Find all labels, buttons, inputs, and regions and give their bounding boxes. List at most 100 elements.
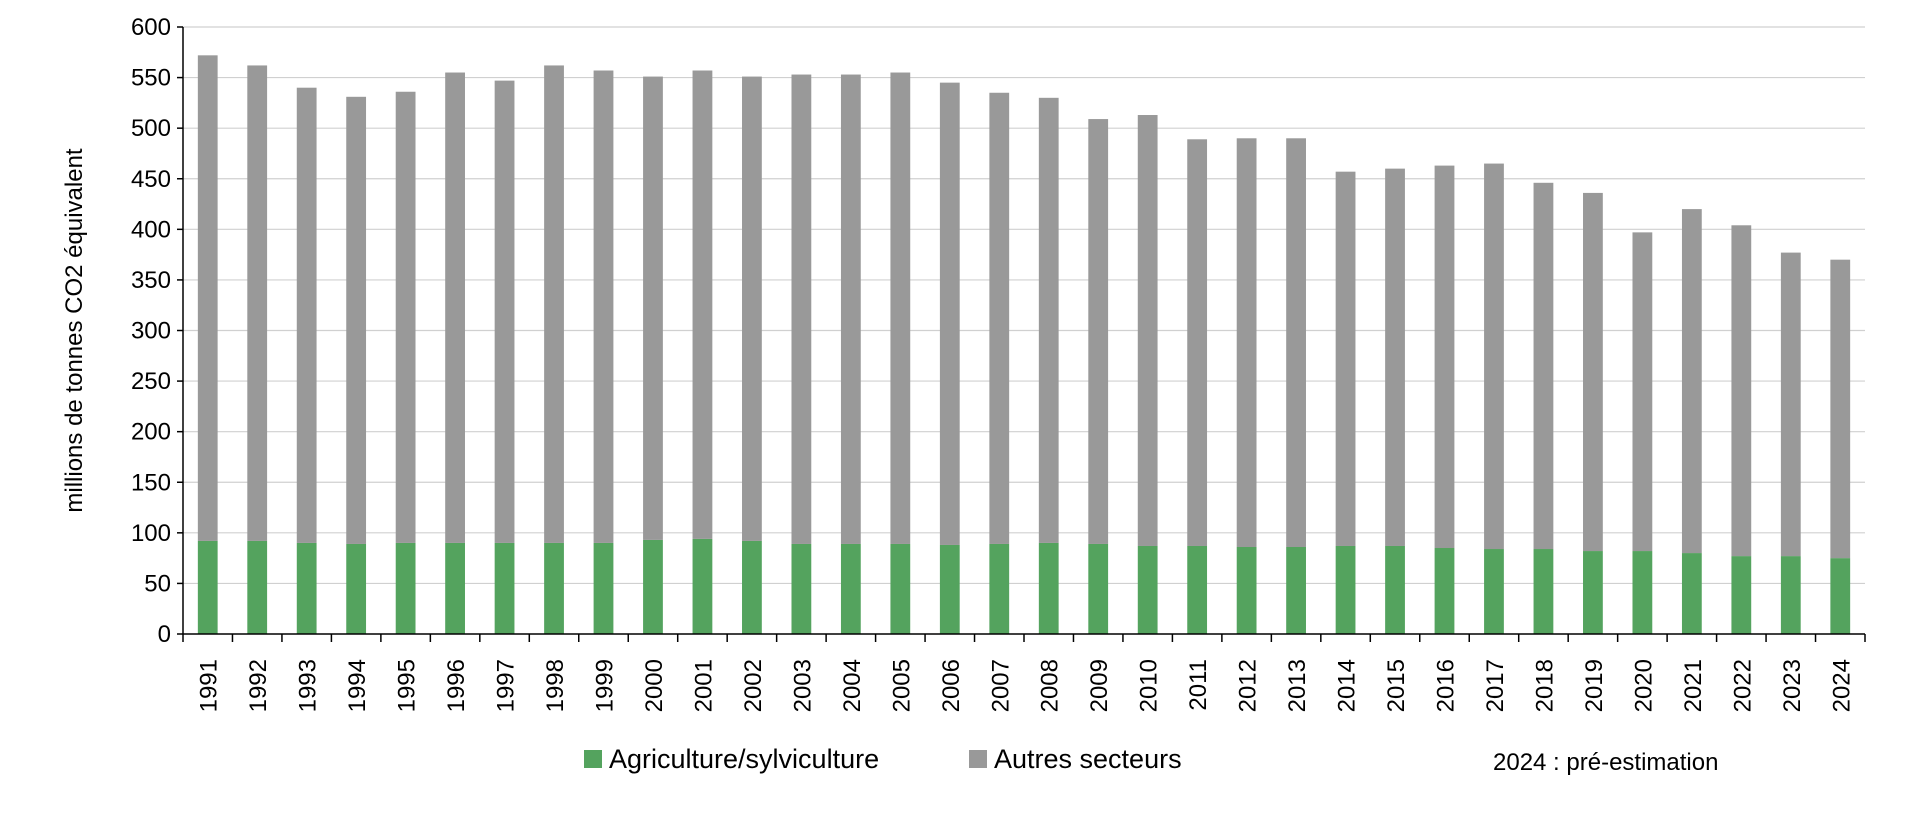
- y-tick-label: 100: [131, 520, 171, 547]
- x-tick-label: 2010: [1136, 659, 1163, 712]
- bar-autres-2022: [1731, 225, 1752, 557]
- bar-autres-2023: [1780, 252, 1801, 557]
- grid-lines: [183, 26, 1865, 585]
- bar-agriculture-2004: [840, 543, 861, 634]
- x-tick-label: 1992: [245, 659, 272, 712]
- bar-autres-2017: [1484, 163, 1504, 550]
- bar-agriculture-1992: [247, 540, 268, 634]
- bar-autres-2001: [692, 70, 713, 539]
- x-tick-label: 1991: [196, 659, 223, 712]
- bar-autres-2002: [742, 76, 762, 541]
- bar-autres-2004: [840, 74, 861, 544]
- x-tick-label: 2001: [690, 659, 717, 712]
- x-tick-label: 2015: [1383, 659, 1410, 712]
- x-tick-label: 2007: [987, 659, 1014, 712]
- bar-autres-1993: [296, 87, 317, 543]
- bar-agriculture-1999: [593, 542, 614, 634]
- x-tick-label: 2000: [641, 659, 668, 712]
- bar-agriculture-2020: [1632, 551, 1653, 634]
- x-tick-label: 2018: [1531, 659, 1558, 712]
- bar-agriculture-2007: [989, 543, 1010, 634]
- x-tick-label: 2004: [839, 659, 866, 712]
- note-text: 2024 : pré-estimation: [1493, 749, 1718, 776]
- x-tick-label: 2014: [1334, 659, 1361, 712]
- y-tick-label: 300: [131, 318, 171, 345]
- bar-autres-2011: [1187, 139, 1208, 546]
- bar-autres-2019: [1583, 192, 1603, 552]
- x-tick-label: 2017: [1482, 659, 1509, 712]
- y-tick-label: 350: [131, 267, 171, 294]
- bar-autres-2003: [791, 74, 812, 544]
- y-tick-label: 50: [144, 570, 171, 597]
- x-tick-label: 2013: [1284, 659, 1311, 712]
- bar-autres-1994: [346, 96, 367, 544]
- bar-agriculture-2021: [1681, 553, 1702, 634]
- bar-agriculture-1997: [494, 542, 515, 634]
- x-tick-label: 2020: [1630, 659, 1657, 712]
- bar-autres-1991: [197, 55, 218, 541]
- bar-agriculture-2002: [742, 540, 762, 634]
- x-tick-label: 2005: [888, 659, 915, 712]
- x-tick-label: 2002: [740, 659, 767, 712]
- y-tick-label: 250: [131, 368, 171, 395]
- bar-agriculture-2005: [890, 543, 911, 634]
- x-tick-label: 2011: [1185, 659, 1212, 711]
- x-tick-label: 2003: [789, 659, 816, 712]
- bar-autres-2006: [939, 82, 960, 545]
- x-tick-labels: 1991 1992 1993 1994 1995 1996 1997 1998 1999 2000…: [196, 659, 1856, 712]
- bar-autres-1995: [395, 91, 416, 543]
- y-tick-label: 600: [131, 14, 171, 41]
- y-axis-title: millions de tonnes CO2 équivalent: [61, 148, 88, 513]
- bar-agriculture-2009: [1088, 543, 1109, 634]
- bar-agriculture-2023: [1780, 556, 1801, 634]
- bar-agriculture-2017: [1484, 549, 1504, 634]
- bar-agriculture-1994: [346, 543, 367, 634]
- x-tick-label: 2022: [1729, 659, 1756, 712]
- legend-swatch-agriculture: [584, 750, 602, 768]
- legend-label-autres: Autres secteurs: [994, 744, 1182, 774]
- x-tick-label: 2023: [1779, 659, 1806, 712]
- bar-autres-2008: [1038, 97, 1059, 543]
- x-tick-label: 2016: [1433, 659, 1460, 712]
- x-tick-label: 2012: [1235, 659, 1262, 712]
- bar-agriculture-2015: [1385, 545, 1405, 634]
- y-tick-label: 400: [131, 216, 171, 243]
- bar-agriculture-1991: [197, 540, 218, 634]
- legend-label-agriculture: Agriculture/sylviculture: [609, 744, 879, 774]
- bar-agriculture-2022: [1731, 556, 1752, 634]
- y-tick-label: 150: [131, 469, 171, 496]
- bar-agriculture-2003: [791, 543, 812, 634]
- x-tick-label: 1993: [295, 659, 322, 712]
- y-tick-label: 200: [131, 419, 171, 446]
- y-tick-label: 550: [131, 65, 171, 92]
- bar-autres-2009: [1088, 119, 1109, 544]
- x-tick-label: 1998: [542, 659, 569, 712]
- bar-agriculture-2011: [1187, 545, 1208, 634]
- bar-autres-2014: [1335, 171, 1356, 546]
- y-tick-labels: 0 50 100 150 200 250 300 350 400 450 500 550 600: [131, 14, 171, 648]
- bar-autres-2024: [1830, 259, 1851, 559]
- bar-autres-2007: [989, 92, 1010, 544]
- x-tick-label: 2009: [1086, 659, 1113, 712]
- x-tick-label: 2021: [1680, 659, 1707, 712]
- bar-autres-2015: [1385, 168, 1405, 546]
- bar-agriculture-2019: [1583, 551, 1603, 634]
- bar-autres-1999: [593, 70, 614, 543]
- bar-autres-1997: [494, 80, 515, 543]
- bar-autres-1996: [445, 72, 465, 543]
- y-tick-label: 500: [131, 115, 171, 142]
- bar-autres-2010: [1137, 115, 1158, 546]
- x-tick-label: 2024: [1828, 659, 1855, 712]
- x-tick-label: 1999: [592, 659, 619, 712]
- x-tick-label: 1997: [493, 659, 520, 712]
- bar-agriculture-2000: [643, 539, 663, 634]
- bar-autres-2000: [643, 76, 663, 540]
- bar-agriculture-1993: [296, 542, 317, 634]
- bar-autres-2005: [890, 72, 911, 544]
- bar-autres-2016: [1434, 165, 1455, 549]
- x-tick-label: 1995: [394, 659, 421, 712]
- bar-agriculture-2024: [1830, 558, 1851, 634]
- bar-agriculture-2016: [1434, 548, 1455, 634]
